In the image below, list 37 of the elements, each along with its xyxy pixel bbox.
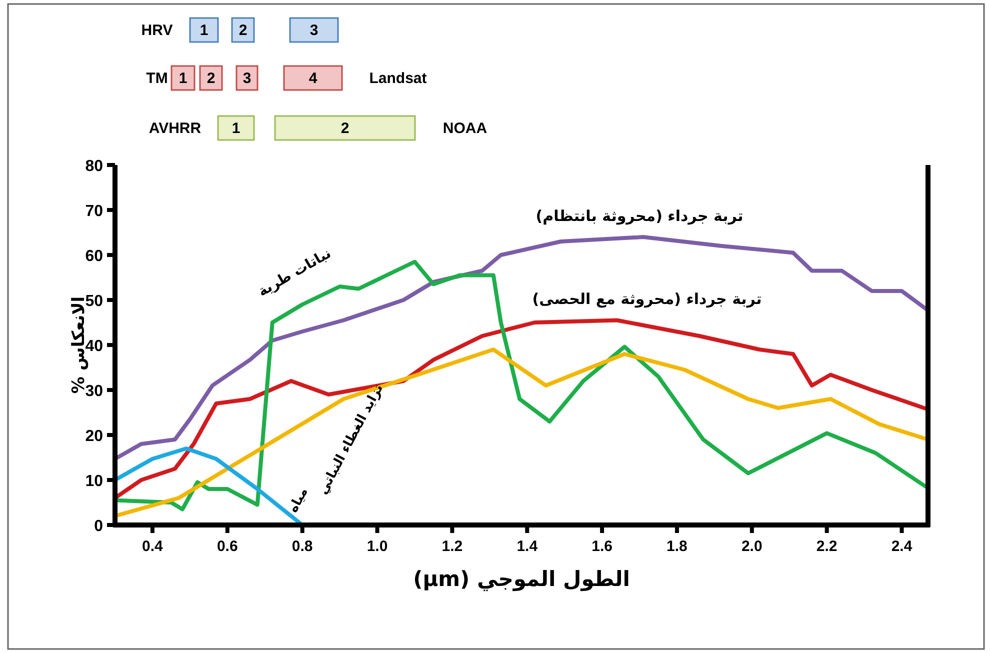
annotation: NOAA	[442, 120, 488, 137]
annotation: 1	[217, 115, 255, 141]
y-tick-label: 60	[85, 248, 104, 265]
series-label: تربة جرداء (محروثة مع الحصى)	[532, 290, 762, 308]
text: تزايد الغطاء النباتي	[316, 382, 386, 498]
x-axis-title: الطول الموجي (μm)	[413, 567, 630, 592]
x-tick-label: 1.6	[592, 538, 612, 555]
x-tick-label: 0.6	[216, 538, 238, 555]
annotation: 2	[199, 65, 223, 91]
annotation: AVHRR	[148, 120, 202, 137]
x-tick-label: 1.4	[516, 538, 538, 555]
annotation: 1	[189, 17, 219, 43]
x-tick-label: 0.8	[292, 538, 313, 555]
x-tick-label: 0.4	[142, 538, 164, 555]
annotation: HRV	[141, 22, 173, 39]
annotation: 2	[231, 17, 255, 43]
annotation: Landsat	[369, 70, 427, 87]
x-tick-label: 2.0	[741, 538, 762, 555]
annotation: 3	[289, 17, 339, 43]
x-tick-label: 1.0	[366, 538, 388, 555]
text: مياه	[286, 485, 312, 516]
annotation: 2	[274, 115, 416, 141]
annotation: 1	[170, 65, 196, 91]
annotation: 3	[236, 65, 258, 91]
y-tick-label: 80	[85, 158, 104, 175]
text: نباتات طرية	[256, 246, 334, 300]
x-tick-label: 2.4	[891, 538, 913, 555]
x-tick-label: 2.2	[816, 538, 838, 555]
y-tick-label: 20	[85, 428, 104, 445]
y-tick-label: 10	[85, 473, 104, 490]
annotation: 4	[283, 65, 343, 91]
x-tick-label: 1.8	[666, 538, 688, 555]
annotation: TM	[146, 70, 168, 87]
y-tick-label: 70	[85, 203, 104, 220]
x-tick-label: 1.2	[442, 538, 463, 555]
series-label: تربة جرداء (محروثة بانتظام)	[536, 206, 744, 225]
y-tick-label: 0	[94, 518, 104, 535]
